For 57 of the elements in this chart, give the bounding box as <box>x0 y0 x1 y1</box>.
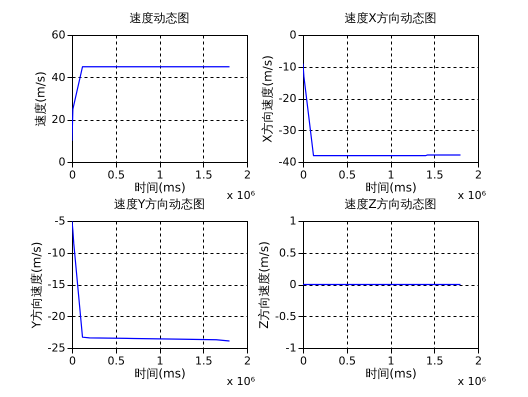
y-tick-label: 0.5 <box>279 246 296 260</box>
y-tick-label: 0 <box>290 28 296 42</box>
text: x 10⁶ <box>458 189 487 202</box>
y-tick-label: -15 <box>48 278 66 291</box>
text: x 10⁶ <box>226 375 256 388</box>
line-series <box>303 62 462 156</box>
text: x 10⁶ <box>226 189 256 202</box>
chart-title: 速度Z方向动态图 <box>344 197 437 211</box>
chart-title: 速度动态图 <box>130 11 190 25</box>
y-tick-label: 0 <box>58 156 66 168</box>
text: x 10⁶ <box>458 375 487 388</box>
y-axis-title: Z方向速度(m/s) <box>257 241 272 329</box>
x-tick-label: 1 <box>156 168 164 182</box>
x-tick-label: 0.5 <box>338 354 356 368</box>
x-tick-label: 1 <box>156 354 164 368</box>
line-series <box>72 221 230 342</box>
x-tick-label: 1 <box>388 354 394 368</box>
x-tick-label: 2 <box>475 168 482 182</box>
x-tick-label: 0.5 <box>108 168 125 182</box>
x-tick-label: 2 <box>244 168 251 182</box>
y-tick-label: 20 <box>52 113 66 126</box>
y-tick-label: 60 <box>52 28 66 42</box>
x-tick-label: 0 <box>69 168 76 182</box>
x-axis-title: 时间(ms) <box>134 366 186 380</box>
y-tick-label: -0.5 <box>275 310 296 323</box>
x-axis-title: 时间(ms) <box>365 180 417 194</box>
chart-title: 速度Y方向动态图 <box>114 197 206 211</box>
x-tick-label: 0 <box>300 168 307 182</box>
x-tick-label: 1.5 <box>195 168 212 182</box>
y-tick-label: -25 <box>48 342 66 354</box>
y-tick-label: -10 <box>48 246 66 260</box>
x-axis-title: 时间(ms) <box>134 180 186 194</box>
chart-title: 速度X方向动态图 <box>344 11 437 25</box>
x-tick-label: 0 <box>300 354 307 368</box>
y-tick-label: -10 <box>278 60 296 74</box>
y-tick-label: -40 <box>278 156 296 168</box>
y-axis-title: Y方向速度(m/s) <box>30 242 44 330</box>
y-axis-title: 速度(m/s) <box>34 71 48 127</box>
y-tick-label: -5 <box>54 214 66 228</box>
y-tick-label: 40 <box>52 70 66 84</box>
x-tick-label: 2 <box>475 354 482 368</box>
y-tick-label: -20 <box>278 92 296 105</box>
x-tick-label: 1.5 <box>426 354 444 368</box>
y-tick-label: 1 <box>290 214 296 228</box>
x-tick-label: 1.5 <box>195 354 212 368</box>
x-axis-title: 时间(ms) <box>365 366 417 380</box>
x-tick-label: 1.5 <box>426 168 444 182</box>
y-tick-label: -20 <box>48 310 66 323</box>
y-axis-title: X方向速度(m/s) <box>260 55 275 143</box>
y-tick-label: 0 <box>290 278 296 291</box>
x-tick-label: 0 <box>69 354 76 368</box>
x-tick-label: 0.5 <box>338 168 356 182</box>
x-tick-label: 1 <box>388 168 394 182</box>
x-tick-label: 0.5 <box>108 354 125 368</box>
y-tick-label: -30 <box>278 124 296 137</box>
x-tick-label: 2 <box>244 354 251 368</box>
y-tick-label: -1 <box>286 342 296 354</box>
